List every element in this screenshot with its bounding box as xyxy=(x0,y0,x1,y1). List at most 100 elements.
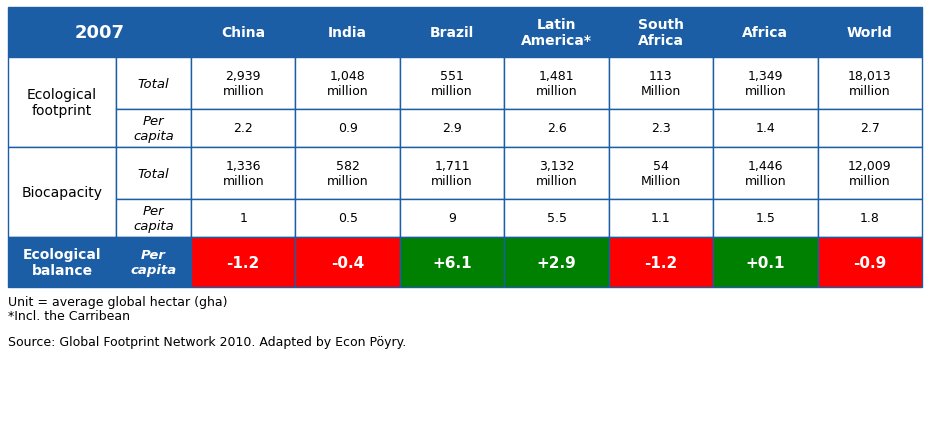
Bar xyxy=(713,147,817,200)
Text: 551
million: 551 million xyxy=(432,70,472,98)
Text: 113
Million: 113 Million xyxy=(641,70,681,98)
Bar xyxy=(609,58,713,110)
Text: 9: 9 xyxy=(448,212,456,225)
Text: 2.7: 2.7 xyxy=(860,122,880,135)
Text: 2007: 2007 xyxy=(74,24,125,42)
Text: 18,013
million: 18,013 million xyxy=(848,70,892,98)
Bar xyxy=(400,200,504,237)
Text: 54
Million: 54 Million xyxy=(641,160,681,187)
Text: -1.2: -1.2 xyxy=(644,255,678,270)
Text: 2.6: 2.6 xyxy=(547,122,566,135)
Bar xyxy=(191,110,296,147)
Bar xyxy=(296,237,400,287)
Text: 1: 1 xyxy=(239,212,247,225)
Text: 3,132
million: 3,132 million xyxy=(536,160,578,187)
Bar xyxy=(116,147,191,200)
Text: 2,939
million: 2,939 million xyxy=(222,70,264,98)
Bar xyxy=(609,110,713,147)
Bar xyxy=(191,147,296,200)
Text: Source: Global Footprint Network 2010. Adapted by Econ Pöyry.: Source: Global Footprint Network 2010. A… xyxy=(8,335,406,348)
Bar xyxy=(817,200,922,237)
Bar xyxy=(504,110,609,147)
Text: World: World xyxy=(847,26,893,40)
Text: 2.3: 2.3 xyxy=(651,122,671,135)
Bar xyxy=(817,8,922,58)
Bar xyxy=(504,237,609,287)
Bar xyxy=(504,147,609,200)
Bar xyxy=(817,147,922,200)
Bar xyxy=(504,58,609,110)
Bar xyxy=(713,237,817,287)
Text: Brazil: Brazil xyxy=(430,26,474,40)
Text: Per
capita: Per capita xyxy=(130,249,177,276)
Text: Per
capita: Per capita xyxy=(133,205,174,233)
Text: +0.1: +0.1 xyxy=(746,255,785,270)
Text: -0.4: -0.4 xyxy=(331,255,365,270)
Text: 5.5: 5.5 xyxy=(547,212,566,225)
Bar xyxy=(609,8,713,58)
Bar xyxy=(504,8,609,58)
Bar xyxy=(400,8,504,58)
Text: +2.9: +2.9 xyxy=(537,255,577,270)
Bar xyxy=(116,200,191,237)
Text: 1,048
million: 1,048 million xyxy=(326,70,368,98)
Text: China: China xyxy=(221,26,265,40)
Bar xyxy=(191,200,296,237)
Text: *Incl. the Carribean: *Incl. the Carribean xyxy=(8,309,130,322)
Text: Ecological
footprint: Ecological footprint xyxy=(27,88,97,118)
Text: 1,349
million: 1,349 million xyxy=(745,70,786,98)
Bar xyxy=(609,200,713,237)
Text: Total: Total xyxy=(138,77,169,90)
Bar xyxy=(817,58,922,110)
Text: 1.5: 1.5 xyxy=(755,212,776,225)
Text: 0.5: 0.5 xyxy=(338,212,358,225)
Text: 12,009
million: 12,009 million xyxy=(848,160,892,187)
Text: 582
million: 582 million xyxy=(326,160,368,187)
Bar xyxy=(817,237,922,287)
Bar xyxy=(713,58,817,110)
Text: 1.1: 1.1 xyxy=(651,212,671,225)
Text: Ecological
balance: Ecological balance xyxy=(22,247,101,277)
Text: -0.9: -0.9 xyxy=(853,255,886,270)
Text: 2.9: 2.9 xyxy=(442,122,462,135)
Text: Unit = average global hectar (gha): Unit = average global hectar (gha) xyxy=(8,295,228,308)
Bar xyxy=(8,147,116,237)
Bar xyxy=(296,8,400,58)
Bar xyxy=(400,237,504,287)
Text: Total: Total xyxy=(138,167,169,180)
Bar xyxy=(400,147,504,200)
Bar xyxy=(817,110,922,147)
Text: 1,446
million: 1,446 million xyxy=(745,160,786,187)
Text: Per
capita: Per capita xyxy=(133,115,174,143)
Text: 1,336
million: 1,336 million xyxy=(222,160,264,187)
Text: Africa: Africa xyxy=(742,26,789,40)
Bar xyxy=(191,237,296,287)
Bar xyxy=(713,110,817,147)
Bar xyxy=(713,200,817,237)
Bar xyxy=(8,237,116,287)
Text: Latin
America*: Latin America* xyxy=(521,18,592,48)
Bar xyxy=(116,110,191,147)
Text: South
Africa: South Africa xyxy=(638,18,684,48)
Bar xyxy=(116,58,191,110)
Bar xyxy=(191,8,296,58)
Text: 0.9: 0.9 xyxy=(338,122,357,135)
Text: Biocapacity: Biocapacity xyxy=(21,186,102,200)
Bar xyxy=(8,8,191,58)
Bar xyxy=(609,147,713,200)
Bar xyxy=(8,58,116,147)
Bar xyxy=(191,58,296,110)
Text: +6.1: +6.1 xyxy=(432,255,472,270)
Bar xyxy=(296,147,400,200)
Bar xyxy=(400,58,504,110)
Text: 2.2: 2.2 xyxy=(233,122,253,135)
Bar xyxy=(400,110,504,147)
Bar xyxy=(296,110,400,147)
Bar xyxy=(296,58,400,110)
Text: India: India xyxy=(328,26,367,40)
Text: -1.2: -1.2 xyxy=(227,255,259,270)
Text: 1.8: 1.8 xyxy=(860,212,880,225)
Bar xyxy=(116,237,191,287)
Bar xyxy=(713,8,817,58)
Bar xyxy=(609,237,713,287)
